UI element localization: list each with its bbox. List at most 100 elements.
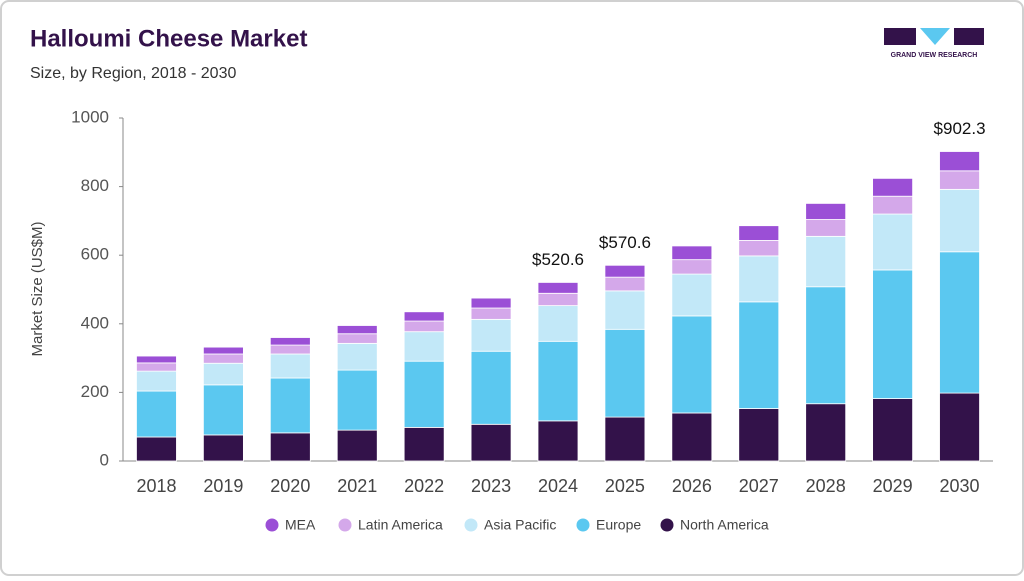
bar-segment <box>537 292 579 307</box>
bar-segment <box>671 259 713 275</box>
bar-segment <box>136 436 177 462</box>
bar-segment <box>738 408 780 462</box>
legend-swatch <box>338 518 352 532</box>
y-tick-label: 1000 <box>71 107 109 126</box>
bar-segment <box>202 384 244 436</box>
total-label: $902.3 <box>934 119 986 138</box>
bar-segment <box>136 355 177 364</box>
bar-segment <box>202 346 244 355</box>
x-tick-label: 2028 <box>806 476 846 496</box>
y-axis-label: Market Size (US$M) <box>29 221 46 356</box>
bar-segment <box>805 203 847 220</box>
bar-segment <box>671 245 713 261</box>
bar-segment <box>939 151 980 172</box>
x-tick-label: 2030 <box>940 476 980 496</box>
y-tick-label: 400 <box>81 313 109 332</box>
bar-segment <box>202 434 244 462</box>
bar-segment <box>202 353 244 364</box>
bar-segment <box>403 426 445 462</box>
bar-segment <box>872 269 914 399</box>
bar-segment <box>403 320 445 333</box>
bar-segment <box>537 305 579 342</box>
bar-segment <box>805 219 847 237</box>
logo-triangle <box>920 28 950 45</box>
bar-segment <box>470 423 512 462</box>
bar-segment <box>136 390 177 438</box>
legend-label: Latin America <box>358 517 443 533</box>
bar-segment <box>738 255 780 303</box>
bar-segment <box>336 429 378 462</box>
bar-segment <box>604 416 646 462</box>
bar-segment <box>537 420 579 462</box>
bar-segment <box>604 290 646 330</box>
bar-segment <box>537 340 579 422</box>
bar-segment <box>470 307 512 320</box>
bar-segment <box>202 362 244 386</box>
x-tick-label: 2027 <box>739 476 779 496</box>
bar-segment <box>470 318 512 352</box>
bar-segment <box>671 315 713 414</box>
bar-segment <box>403 331 445 362</box>
bar-segment <box>336 342 378 371</box>
bar-segment <box>939 188 980 253</box>
bar-segment <box>336 325 378 335</box>
bar-segment <box>872 213 914 271</box>
logo-block <box>954 28 984 45</box>
x-tick-label: 2025 <box>605 476 645 496</box>
legend-label: North America <box>680 517 769 533</box>
x-tick-label: 2024 <box>538 476 578 496</box>
legend-swatch <box>464 518 478 532</box>
legend-swatch <box>576 518 590 532</box>
bar-segment <box>939 392 980 462</box>
bar-segment <box>470 297 512 309</box>
y-tick-label: 600 <box>81 245 109 264</box>
bar-segment <box>872 398 914 462</box>
x-tick-label: 2022 <box>404 476 444 496</box>
bar-segment <box>403 311 445 322</box>
bar-segment <box>604 276 646 292</box>
bar-segment <box>470 350 512 425</box>
bar-segment <box>336 333 378 344</box>
total-label: $570.6 <box>599 233 651 252</box>
bar-segment <box>403 360 445 428</box>
bar-segment <box>604 264 646 278</box>
bar-segment <box>269 344 311 355</box>
legend-label: Asia Pacific <box>484 517 556 533</box>
y-tick-label: 0 <box>100 450 109 469</box>
bar-segment <box>872 177 914 197</box>
bar-segment <box>136 362 177 372</box>
bar-segment <box>738 301 780 409</box>
bar-segment <box>872 195 914 215</box>
bar-segment <box>136 370 177 392</box>
bar-segment <box>939 170 980 190</box>
y-tick-label: 200 <box>81 382 109 401</box>
legend-swatch <box>265 518 279 532</box>
logo: GRAND VIEW RESEARCH <box>884 28 984 59</box>
chart-subtitle: Size, by Region, 2018 - 2030 <box>30 65 236 82</box>
bar-segment <box>805 286 847 405</box>
legend-swatch <box>660 518 674 532</box>
x-tick-label: 2021 <box>337 476 377 496</box>
bar-segment <box>738 240 780 257</box>
bar-segment <box>537 282 579 294</box>
bar-segment <box>805 403 847 462</box>
bar-segment <box>269 337 311 346</box>
x-tick-label: 2020 <box>270 476 310 496</box>
x-tick-label: 2023 <box>471 476 511 496</box>
bar-segment <box>671 412 713 462</box>
x-tick-label: 2029 <box>873 476 913 496</box>
chart-title: Halloumi Cheese Market <box>30 25 307 52</box>
bar-segment <box>738 225 780 241</box>
bar-segment <box>939 251 980 394</box>
bar-segment <box>336 369 378 431</box>
x-tick-label: 2019 <box>203 476 243 496</box>
bar-segment <box>269 377 311 434</box>
legend-label: MEA <box>285 517 316 533</box>
y-tick-label: 800 <box>81 176 109 195</box>
x-tick-label: 2018 <box>136 476 176 496</box>
legend-label: Europe <box>596 517 641 533</box>
x-tick-label: 2026 <box>672 476 712 496</box>
logo-text: GRAND VIEW RESEARCH <box>891 52 978 59</box>
bar-segment <box>604 328 646 418</box>
